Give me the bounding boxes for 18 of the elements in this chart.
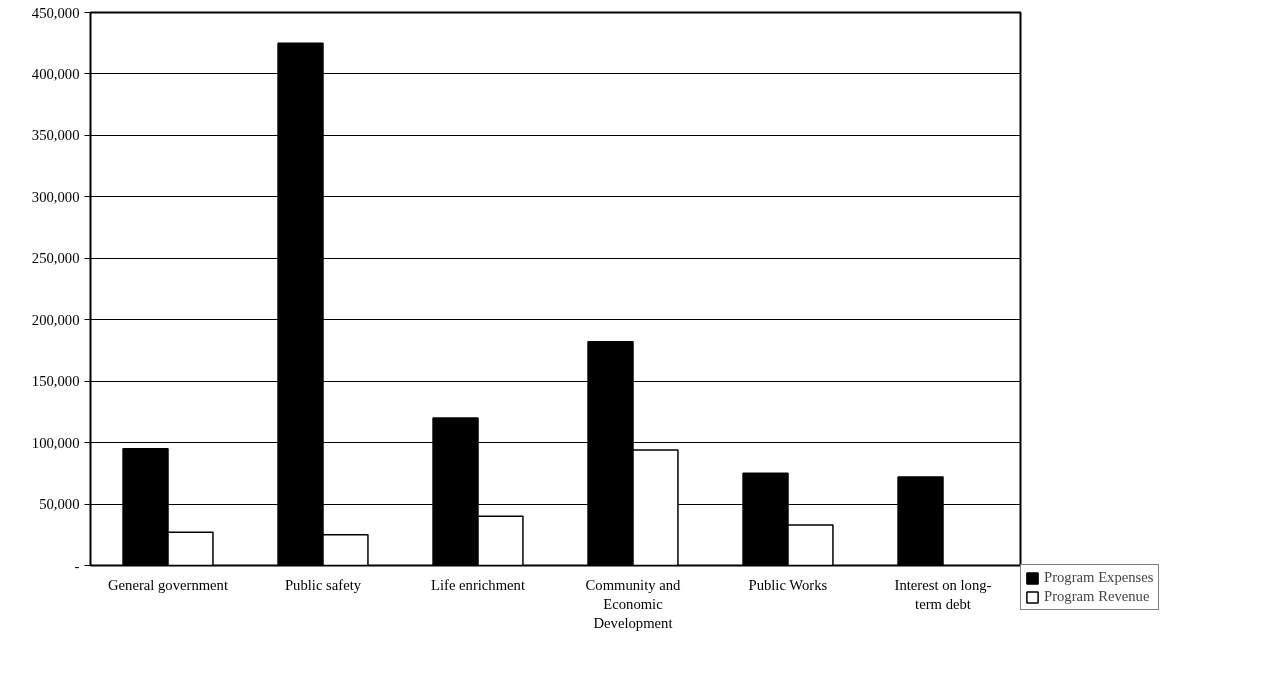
x-tick-label: Life enrichment xyxy=(431,576,525,593)
y-tick-label: - xyxy=(74,557,80,574)
x-tick-label: General government xyxy=(107,576,229,593)
y-tick-label: 450,000 xyxy=(31,4,80,21)
x-tick-label: Public safety xyxy=(284,576,362,593)
y-tick-label: 250,000 xyxy=(31,250,80,267)
x-tick-label: Public Works xyxy=(748,576,828,593)
x-tick-label: Interest on long-term debt xyxy=(894,576,992,612)
y-tick-label: 150,000 xyxy=(31,373,80,390)
y-tick-label: 350,000 xyxy=(31,127,80,144)
y-tick-label: 200,000 xyxy=(31,311,80,328)
y-tick-label: 100,000 xyxy=(31,434,80,451)
legend-label: Program Revenue xyxy=(1044,588,1150,605)
legend-label: Program Expenses xyxy=(1044,569,1154,586)
y-tick-label: 400,000 xyxy=(31,65,80,82)
y-tick-label: 300,000 xyxy=(31,188,80,205)
y-tick-label: 50,000 xyxy=(39,496,80,513)
x-tick-label: Community and Economic Development xyxy=(585,576,682,631)
